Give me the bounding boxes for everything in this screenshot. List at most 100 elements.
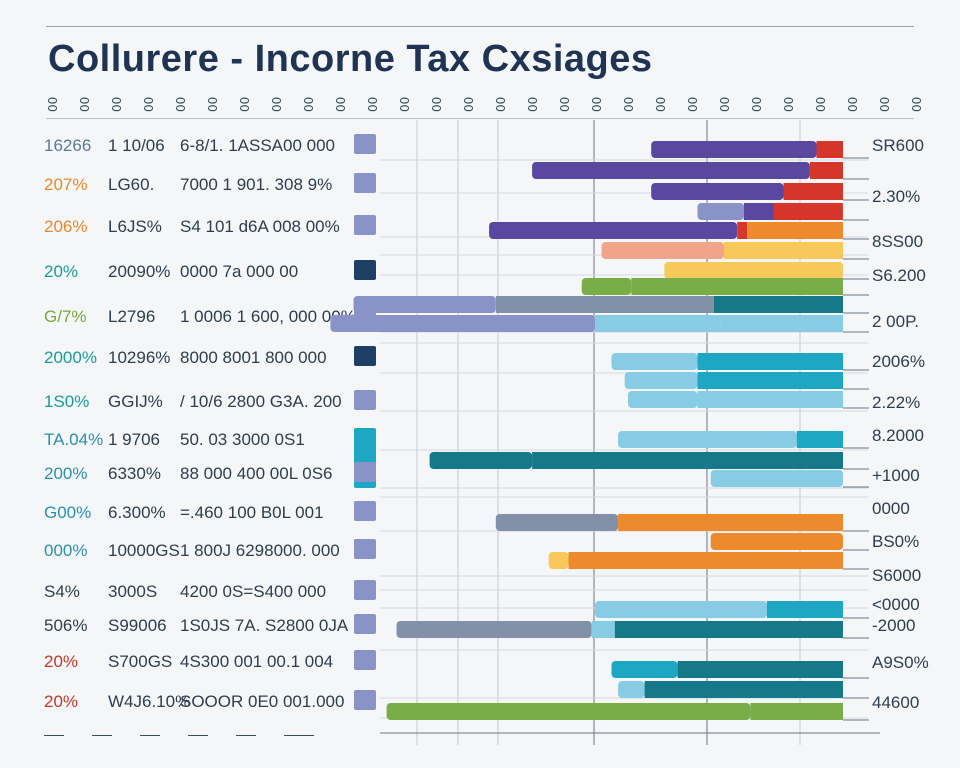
bar-segment xyxy=(611,661,678,678)
row-label-b: 6330% xyxy=(108,464,161,483)
bottom-dash xyxy=(44,735,64,736)
row-label-b: W4J6.10% xyxy=(108,692,191,711)
bar-segment xyxy=(532,452,843,469)
row-label-right: S6000 xyxy=(872,566,922,585)
row-color-chip xyxy=(354,614,376,634)
row-label-c: 50. 03 3000 0S1 xyxy=(180,430,305,449)
row-color-chip xyxy=(354,134,376,154)
row-color-chip xyxy=(354,650,376,670)
row-label-a: G00% xyxy=(44,503,92,522)
row-label-b: L2796 xyxy=(108,307,156,326)
bar-segment xyxy=(796,431,843,448)
row-label-right: 0000 xyxy=(872,499,910,518)
bar-segment xyxy=(618,431,797,448)
bar-segment xyxy=(624,372,698,389)
bar-segment xyxy=(723,242,843,259)
bar-segment xyxy=(581,278,632,295)
row-label-c: SOOOR 0E0 001.000 xyxy=(180,692,345,711)
bar-segment xyxy=(618,514,843,531)
row-label-right: 2.22% xyxy=(872,393,921,412)
bar-segment xyxy=(783,183,843,200)
row-label-a: G/7% xyxy=(44,307,87,326)
bar-segment xyxy=(714,296,843,313)
bar-segment xyxy=(651,141,817,158)
row-label-c: 1 800J 6298000. 000 xyxy=(180,541,340,560)
bar-segment xyxy=(651,183,784,200)
row-label-c: =.460 100 B0L 001 xyxy=(180,503,324,522)
row-label-b: S700GS xyxy=(108,652,173,671)
bar-segment xyxy=(664,262,843,279)
row-label-b: 10296% xyxy=(108,348,171,367)
row-label-b: 1 10/06 xyxy=(108,136,165,155)
row-label-a: 20% xyxy=(44,692,79,711)
bar-segment xyxy=(532,162,810,179)
bar-segment xyxy=(495,296,715,313)
row-label-right: S6.200 xyxy=(872,266,926,285)
bottom-dash xyxy=(92,735,112,736)
row-label-a: 1S0% xyxy=(44,392,90,411)
row-label-a: S4% xyxy=(44,582,80,601)
bar-segment xyxy=(595,601,767,618)
bar-segment xyxy=(720,315,843,332)
bar-segment xyxy=(489,222,738,239)
top-rule xyxy=(46,26,914,27)
bar-segment xyxy=(631,278,843,295)
tick-underline xyxy=(46,118,914,119)
bottom-dash xyxy=(188,735,208,736)
row-color-chip xyxy=(354,501,376,521)
row-label-b: 6.300% xyxy=(108,503,166,522)
row-label-right: +1000 xyxy=(872,466,920,485)
row-color-chip xyxy=(354,462,376,482)
bar-segment xyxy=(548,552,569,569)
bar-segment xyxy=(710,533,843,550)
row-label-a: TA.04% xyxy=(44,430,104,449)
row-label-right: <0000 xyxy=(872,595,920,614)
row-label-right: 2006% xyxy=(872,352,925,371)
bar-segment xyxy=(330,315,595,332)
row-label-right: 2.30% xyxy=(872,187,921,206)
row-label-a: 207% xyxy=(44,175,88,194)
row-label-right: 2 00P. xyxy=(872,312,919,331)
row-label-b: 1 9706 xyxy=(108,430,160,449)
row-label-a: 2000% xyxy=(44,348,97,367)
bar-segment xyxy=(396,621,592,638)
bar-segment xyxy=(614,621,843,638)
bar-segment xyxy=(591,621,615,638)
row-label-c: 0000 7a 000 00 xyxy=(180,262,299,281)
bar-segment xyxy=(611,353,698,370)
bar-segment xyxy=(697,552,843,569)
row-label-c: / 10/6 2800 G3A. 200 xyxy=(180,392,342,411)
row-label-c: 88 000 400 00L 0S6 xyxy=(180,464,333,483)
row-label-right: 8SS00 xyxy=(872,232,924,251)
row-label-b: S99006 xyxy=(108,616,167,635)
row-color-chip xyxy=(354,346,376,366)
row-label-a: 20% xyxy=(44,262,79,281)
bar-segment xyxy=(697,353,843,370)
row-label-right: 8.2000 xyxy=(872,426,924,445)
row-label-a: 000% xyxy=(44,541,88,560)
bar-segment xyxy=(568,552,698,569)
row-label-a: 200% xyxy=(44,464,88,483)
row-label-b: 20090% xyxy=(108,262,171,281)
row-label-right: -2000 xyxy=(872,616,916,635)
bar-segment xyxy=(697,391,843,408)
bar-segment xyxy=(386,703,751,720)
row-color-chip xyxy=(354,215,376,235)
row-color-chip xyxy=(354,539,376,559)
row-label-right: A9S0% xyxy=(872,653,929,672)
row-label-c: 1S0JS 7A. S2800 0JA xyxy=(180,616,349,635)
bar-segment xyxy=(809,162,843,179)
row-label-a: 20% xyxy=(44,652,79,671)
chart-title: Collurere - Incorne Tax Cxsiages xyxy=(48,38,653,80)
row-label-c: 4S300 001 00.1 004 xyxy=(180,652,334,671)
bar-segment xyxy=(353,296,496,313)
bar-segment xyxy=(710,470,843,487)
row-label-right: 44600 xyxy=(872,693,920,712)
row-label-c: S4 101 d6A 008 00% xyxy=(180,217,340,236)
bar-segment xyxy=(495,514,619,531)
bar-segment xyxy=(601,242,724,259)
bar-segment xyxy=(618,681,645,698)
row-color-chip xyxy=(354,580,376,600)
row-label-a: 506% xyxy=(44,616,88,635)
bar-segment xyxy=(644,681,843,698)
